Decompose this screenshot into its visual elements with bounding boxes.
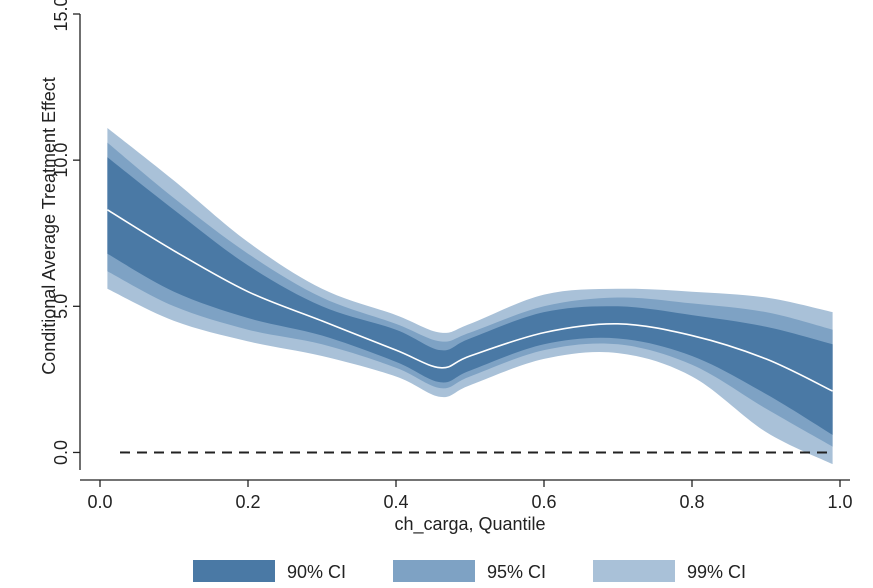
legend-swatch xyxy=(393,560,475,582)
y-tick-label: 0.0 xyxy=(51,440,71,465)
x-tick-label: 1.0 xyxy=(827,492,852,512)
x-tick-label: 0.6 xyxy=(531,492,556,512)
x-tick-label: 0.2 xyxy=(235,492,260,512)
legend-label: 95% CI xyxy=(487,562,546,582)
confidence-bands xyxy=(107,128,833,465)
legend-swatch xyxy=(193,560,275,582)
y-axis-label: Conditional Average Treatment Effect xyxy=(39,77,59,375)
legend-label: 99% CI xyxy=(687,562,746,582)
y-tick-label: 5.0 xyxy=(51,294,71,319)
legend-label: 90% CI xyxy=(287,562,346,582)
estimate-line-group xyxy=(106,209,833,392)
x-tick-label: 0.4 xyxy=(383,492,408,512)
x-tick-label: 0.0 xyxy=(87,492,112,512)
y-tick-label: 15.0 xyxy=(51,0,71,32)
x-tick-label: 0.8 xyxy=(679,492,704,512)
x-axis-label: ch_carga, Quantile xyxy=(394,514,545,535)
y-tick-label: 10.0 xyxy=(51,143,71,178)
ci-band-90-ci xyxy=(107,157,833,435)
legend-swatch xyxy=(593,560,675,582)
estimate-line xyxy=(106,209,833,392)
legend: 90% CI 95% CI 99% CI xyxy=(193,560,746,582)
axes: 0.0 0.2 0.4 0.6 0.8 1.0 0.0 5.0 10.0 15.0 xyxy=(51,0,853,512)
